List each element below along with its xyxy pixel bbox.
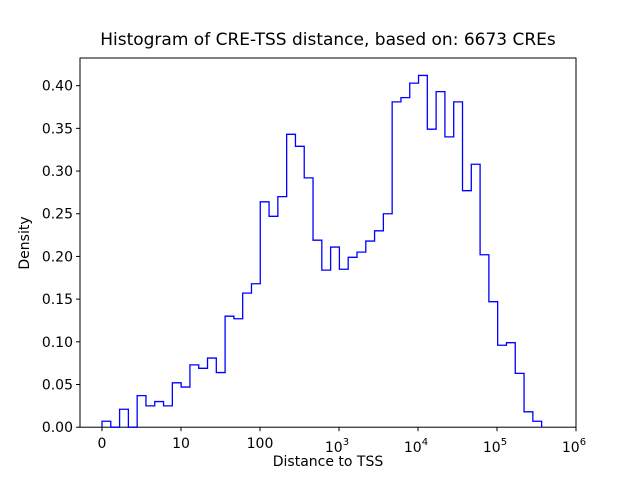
y-tick-label: 0.10 <box>42 335 73 351</box>
histogram-line <box>101 74 543 428</box>
y-tick-label: 0.05 <box>42 378 73 394</box>
y-tick-label: 0.30 <box>42 164 73 180</box>
y-axis-ticks: 0.00 0.05 0.10 0.15 0.20 0.25 0.30 0.35 0.40 <box>42 79 80 436</box>
y-tick-label: 0.20 <box>42 249 73 265</box>
x-tick-label: 100 <box>247 436 274 452</box>
y-axis-label: Density <box>17 216 33 269</box>
y-tick-label: 0.25 <box>42 207 73 223</box>
x-tick-label: 104 <box>404 437 428 456</box>
x-tick-label: 10 <box>172 436 190 452</box>
x-tick-label: 0 <box>98 436 107 452</box>
x-axis-ticks: 0 10 100 103 104 105 106 <box>98 427 586 456</box>
histogram-series <box>101 74 543 428</box>
y-tick-label: 0.15 <box>42 292 73 308</box>
y-tick-label: 0.35 <box>42 121 73 137</box>
y-tick-label: 0.40 <box>42 79 73 95</box>
chart-title: Histogram of CRE-TSS distance, based on:… <box>100 30 556 50</box>
x-tick-label: 105 <box>483 437 507 456</box>
x-tick-label: 106 <box>562 437 586 456</box>
axes-spines <box>79 57 577 428</box>
y-tick-label: 0.00 <box>42 420 73 436</box>
x-axis-label: Distance to TSS <box>273 454 384 470</box>
x-tick-label: 103 <box>325 437 349 456</box>
